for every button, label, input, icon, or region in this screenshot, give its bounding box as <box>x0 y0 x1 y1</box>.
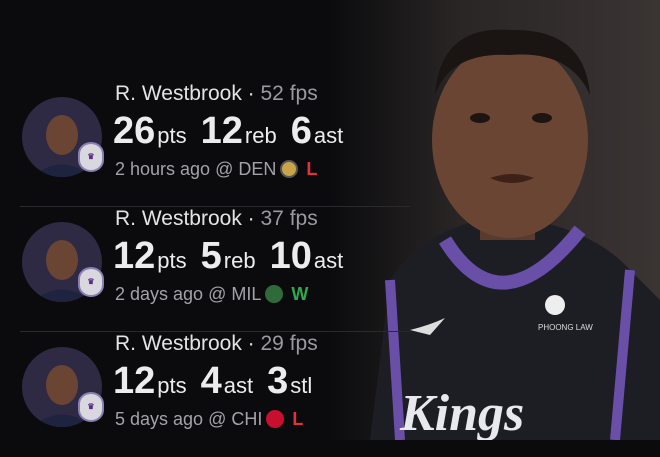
game-meta: 2 hours ago @ DEN L <box>115 159 317 180</box>
stat-value: 12 <box>113 360 156 402</box>
bulls-logo-icon <box>266 410 285 428</box>
stat-unit: reb <box>244 123 277 148</box>
stat-unit: reb <box>223 248 256 273</box>
player-name[interactable]: R. Westbrook · 29 fps <box>115 332 318 355</box>
stat-line: 12pts 5reb 10ast <box>113 235 357 278</box>
nuggets-logo-icon <box>280 160 299 178</box>
stat-unit: ast <box>313 248 344 273</box>
kings-logo-icon: ♛ <box>78 142 104 172</box>
game-feed: ♛ R. Westbrook · 52 fps 26pts 12reb 6ast 2… <box>0 82 410 429</box>
player-name-text: R. Westbrook <box>115 207 242 230</box>
stat-unit: ast <box>313 123 344 148</box>
stat-value: 5 <box>200 235 222 277</box>
player-photo: Kings PHOONG LAW <box>330 0 660 440</box>
divider <box>20 331 410 332</box>
stat-unit: ast <box>223 373 254 398</box>
stat-line: 12pts 4ast 3stl <box>113 360 326 403</box>
game-time: 2 hours ago @ DEN <box>115 159 277 179</box>
sponsor-logo-icon <box>545 295 565 315</box>
game-meta: 2 days ago @ MIL W <box>115 284 308 305</box>
player-name-text: R. Westbrook <box>115 332 242 355</box>
stat-unit: pts <box>157 123 187 148</box>
player-name[interactable]: R. Westbrook · 52 fps <box>115 82 318 105</box>
stat-unit: stl <box>290 373 313 398</box>
sponsor-text: PHOONG LAW <box>538 323 593 332</box>
stat-value: 12 <box>200 110 243 152</box>
player-name-text: R. Westbrook <box>115 82 242 105</box>
game-result: L <box>292 409 304 429</box>
game-result: L <box>306 159 318 179</box>
bucks-logo-icon <box>265 285 284 303</box>
game-meta: 5 days ago @ CHI L <box>115 409 303 430</box>
stat-value: 6 <box>290 110 312 152</box>
game-time: 5 days ago @ CHI <box>115 409 263 429</box>
fps-score: 29 fps <box>260 332 318 355</box>
kings-logo-icon: ♛ <box>78 392 104 422</box>
stat-value: 3 <box>267 360 289 402</box>
stat-value: 26 <box>113 110 156 152</box>
divider <box>20 206 410 207</box>
fps-score: 37 fps <box>260 207 318 230</box>
stat-line: 26pts 12reb 6ast <box>113 110 357 153</box>
nike-swoosh-icon <box>410 318 445 335</box>
jersey-text: Kings <box>399 385 524 440</box>
kings-logo-icon: ♛ <box>78 267 104 297</box>
game-time: 2 days ago @ MIL <box>115 284 262 304</box>
fps-score: 52 fps <box>260 82 318 105</box>
game-result: W <box>291 284 309 304</box>
stat-unit: pts <box>157 248 187 273</box>
list-item[interactable]: ♛ R. Westbrook · 29 fps 12pts 4ast 3stl 5 … <box>0 332 410 457</box>
stat-value: 4 <box>200 360 222 402</box>
list-item[interactable]: ♛ R. Westbrook · 52 fps 26pts 12reb 6ast 2… <box>0 82 410 207</box>
player-name[interactable]: R. Westbrook · 37 fps <box>115 207 318 230</box>
stat-value: 10 <box>269 235 312 277</box>
list-item[interactable]: ♛ R. Westbrook · 37 fps 12pts 5reb 10ast 2… <box>0 207 410 332</box>
stat-value: 12 <box>113 235 156 277</box>
stat-unit: pts <box>157 373 187 398</box>
